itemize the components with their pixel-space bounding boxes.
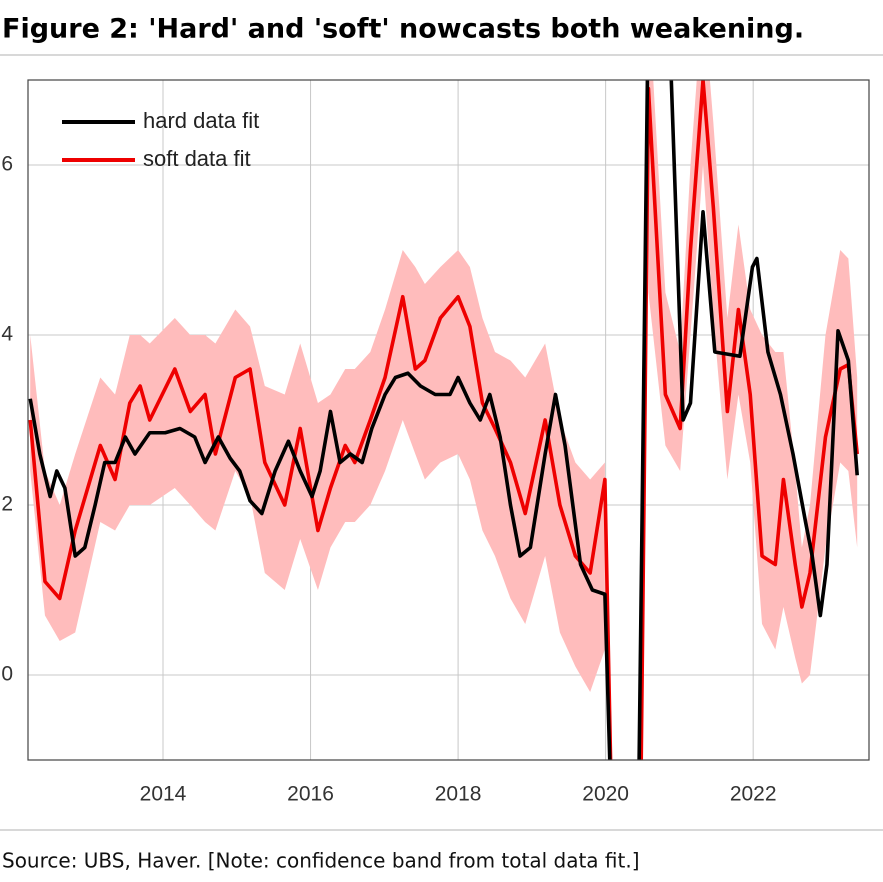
y-tick-label: 2	[1, 493, 13, 516]
x-tick-label: 2022	[730, 783, 777, 806]
legend-label: soft data fit	[143, 146, 251, 171]
confidence-band	[30, 250, 605, 692]
plot-area	[28, 80, 859, 760]
legend-label: hard data fit	[143, 108, 259, 133]
y-tick-label: 4	[1, 323, 13, 346]
axes: 0 2 4 6 2014 2016 2018 2020 2022 hard data fit sof…	[1, 108, 776, 806]
x-tick-label: 2020	[582, 783, 629, 806]
y-tick-label: 6	[1, 153, 13, 176]
source: Source: UBS, Haver. [Note: confidence ba…	[2, 849, 640, 873]
chart-title: Figure 2: 'Hard' and 'soft' nowcasts bot…	[2, 14, 804, 45]
data-line	[28, 80, 859, 760]
x-tick-label: 2016	[287, 783, 334, 806]
plot-frame	[27, 79, 870, 761]
data-line	[28, 80, 859, 760]
x-tick-label: 2014	[140, 783, 187, 806]
x-tick-label: 2018	[435, 783, 482, 806]
confidence-band	[648, 80, 858, 684]
y-tick-label: 0	[1, 663, 13, 686]
